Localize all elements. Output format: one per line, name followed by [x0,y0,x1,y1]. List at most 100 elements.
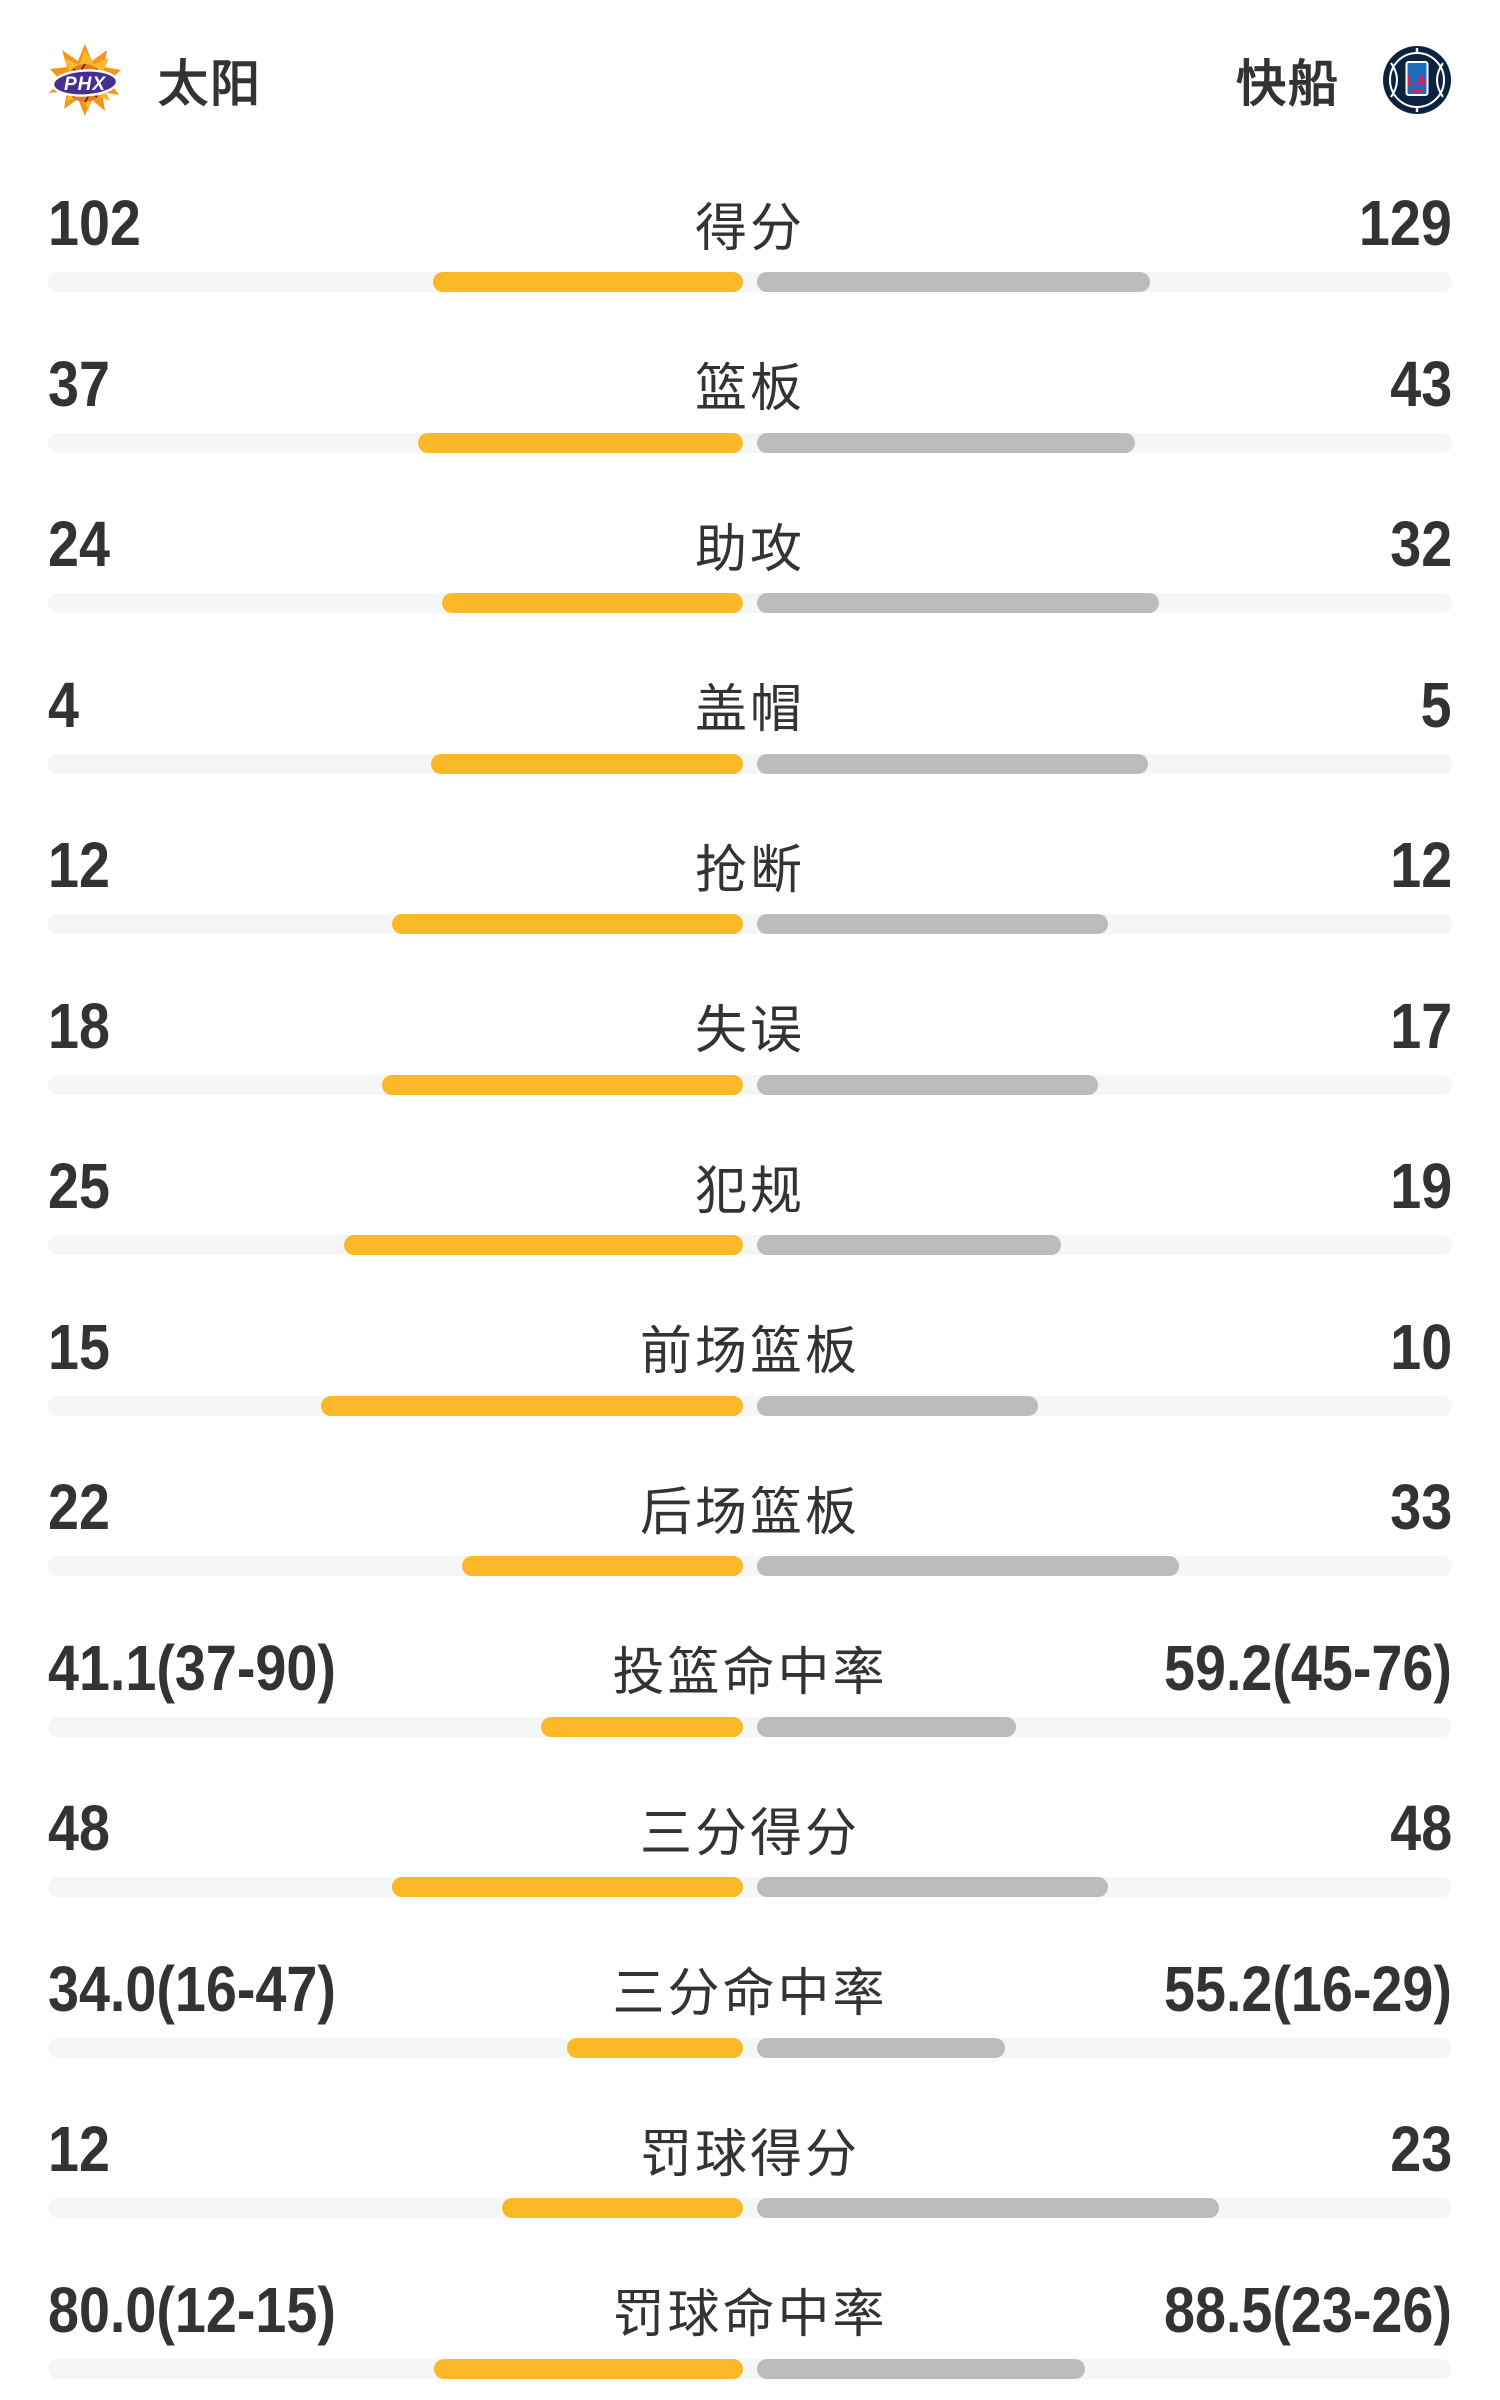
stat-label: 投篮命中率 [612,1644,888,1702]
left-team-value: 41.1(37-90) [48,1631,336,1704]
left-team-value: 34.0(16-47) [48,1952,336,2025]
suns-logo-text: PHX [64,74,106,95]
stat-label: 三分命中率 [612,1965,888,2023]
right-team-value: 43 [1390,347,1452,420]
left-team-bar [344,1235,743,1255]
left-team-value: 15 [48,1310,110,1383]
clippers-logo-text: LA [1407,73,1427,90]
left-team-value: 12 [48,2113,110,2185]
stat-line: 25 犯规 19 [48,1150,1452,1222]
stat-line: 4 盖帽 5 [48,668,1452,741]
right-team-bar [757,753,1148,774]
stat-label: 盖帽 [694,681,806,739]
stat-line: 80.0(12-15) 罚球命中率 88.5(23-26) [48,2273,1452,2346]
stat-row: 4 盖帽 5 [48,668,1452,835]
stat-label: 三分得分 [639,1804,861,1863]
stat-label: 罚球得分 [639,2125,861,2184]
left-team-value: 80.0(12-15) [48,2273,336,2346]
stat-label: 犯规 [694,1162,806,1221]
stat-row: 12 抢断 12 [48,829,1452,995]
stat-bar-track [48,1556,1452,1576]
stat-line: 34.0(16-47) 三分命中率 55.2(16-29) [48,1952,1452,2025]
stat-line: 41.1(37-90) 投篮命中率 59.2(45-76) [48,1631,1452,1704]
left-team-bar [442,593,743,613]
stat-line: 12 罚球得分 23 [48,2113,1452,2185]
stat-row: 41.1(37-90) 投篮命中率 59.2(45-76) [48,1631,1452,1798]
stat-label: 抢断 [694,841,806,900]
stat-bar-track [48,593,1452,613]
stat-line: 102 得分 129 [48,187,1452,259]
stat-label: 失误 [694,1002,806,1060]
left-team-value: 24 [48,508,110,580]
stat-bar-track [48,1877,1452,1897]
stat-line: 15 前场篮板 10 [48,1310,1452,1383]
stat-row: 34.0(16-47) 三分命中率 55.2(16-29) [48,1952,1452,2119]
stat-bar-track [48,1716,1452,1737]
right-team-value: 19 [1390,1150,1452,1222]
right-team-value: 33 [1390,1471,1452,1543]
right-team-value: 88.5(23-26) [1164,2273,1452,2346]
suns-logo-icon: PHX [49,44,121,116]
left-team-value: 22 [48,1471,110,1543]
stat-line: 12 抢断 12 [48,829,1452,901]
stat-bar-track [48,2198,1452,2218]
right-team-bar [757,432,1135,453]
left-team-bar [392,914,743,934]
right-team-value: 10 [1390,1310,1452,1383]
stat-row: 80.0(12-15) 罚球命中率 88.5(23-26) [48,2273,1452,2400]
left-team-value: 102 [48,187,141,259]
stat-bar-track [48,432,1452,453]
stat-row: 24 助攻 32 [48,508,1452,674]
stat-row: 37 篮板 43 [48,347,1452,514]
stats-rows: 102 得分 129 37 篮板 43 24 助攻 32 4 盖帽 5 12 抢断 12 18 失误 17 25 犯规… [48,187,1452,2400]
left-team-value: 18 [48,989,110,1062]
stat-label: 得分 [694,199,806,258]
right-team-bar [757,1556,1179,1576]
right-team-value: 12 [1390,829,1452,901]
stat-bar-track [48,272,1452,292]
left-team-bar [541,1716,743,1737]
left-team-bar [382,1074,743,1095]
stat-label: 后场篮板 [639,1483,861,1542]
stat-label: 前场篮板 [639,1323,861,1381]
left-team-value: 48 [48,1792,110,1864]
left-team-bar [392,1877,743,1897]
right-team-value: 5 [1421,668,1452,741]
stat-row: 22 后场篮板 33 [48,1471,1452,1637]
right-team-bar [757,914,1108,934]
right-team-bar [757,2358,1085,2379]
right-team-bar [757,2198,1219,2218]
right-team-bar [757,1235,1061,1255]
right-team-bar [757,593,1159,613]
right-team-bar [757,1395,1038,1416]
left-team-bar [433,272,743,292]
stat-row: 48 三分得分 48 [48,1792,1452,1958]
left-team-bar [321,1395,743,1416]
stat-line: 37 篮板 43 [48,347,1452,420]
stat-label: 助攻 [694,520,806,579]
left-team-value: 4 [48,668,79,741]
stat-line: 18 失误 17 [48,989,1452,1062]
stat-bar-track [48,2358,1452,2379]
right-team-value: 32 [1390,508,1452,580]
stat-row: 102 得分 129 [48,187,1452,353]
stat-label: 篮板 [694,360,806,418]
stat-line: 22 后场篮板 33 [48,1471,1452,1543]
left-team-value: 25 [48,1150,110,1222]
right-team-bar [757,1716,1016,1737]
right-team-value: 129 [1359,187,1452,259]
stat-bar-track [48,2037,1452,2058]
right-team-bar [757,2037,1005,2058]
left-team-value: 12 [48,829,110,901]
right-team-value: 55.2(16-29) [1164,1952,1452,2025]
stat-row: 18 失误 17 [48,989,1452,1156]
right-team-bar [757,1074,1098,1095]
stat-bar-track [48,1395,1452,1416]
right-team-value: 17 [1390,989,1452,1062]
right-team-bar [757,272,1150,292]
stat-row: 15 前场篮板 10 [48,1310,1452,1477]
stat-bar-track [48,1074,1452,1095]
right-team-value: 59.2(45-76) [1164,1631,1452,1704]
right-team-value: 23 [1390,2113,1452,2185]
stat-bar-track [48,753,1452,774]
